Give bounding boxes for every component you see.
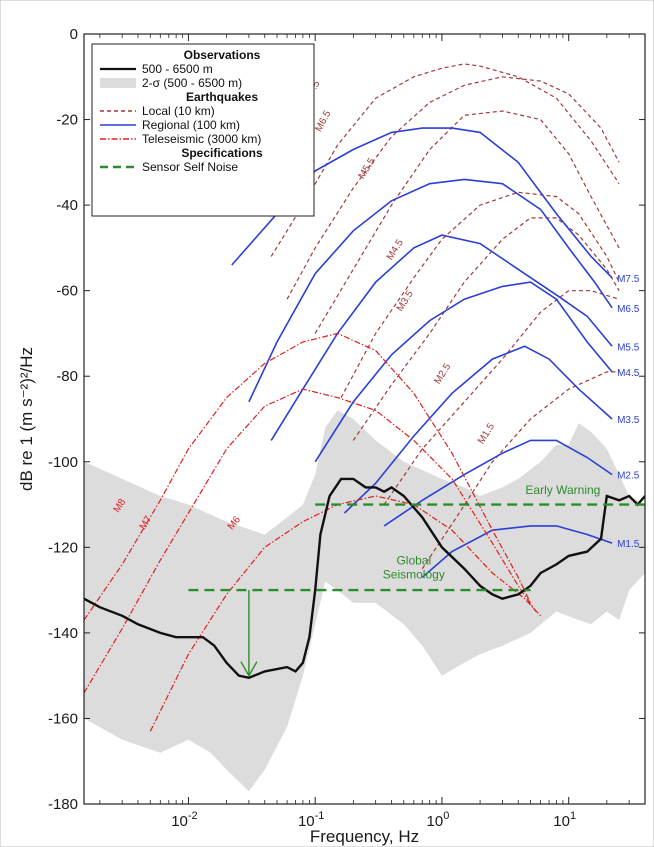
y-tick-label: -180: [48, 796, 78, 813]
y-tick-label: -120: [48, 539, 78, 556]
series-local-m3-5: [352, 217, 620, 441]
self-noise-label: Seismology: [383, 567, 445, 581]
plot-frame: [83, 33, 646, 805]
y-tick-label: -20: [56, 112, 78, 129]
y-tick-label: -140: [48, 625, 78, 642]
series-regional-m1-5: [421, 525, 613, 578]
legend-group-header: Observations: [184, 48, 261, 62]
sigma-band: [84, 410, 645, 792]
curve-end-label: M4.5: [617, 368, 640, 379]
series-teleseismic-m7: [84, 388, 537, 694]
legend-entry: Local (10 km): [142, 104, 215, 118]
y-tick-label: -160: [48, 710, 78, 727]
legend-entry: Sensor Self Noise: [142, 160, 238, 174]
series-local-m7-5: [270, 63, 620, 257]
series-teleseismic-m8: [84, 332, 532, 621]
curve-end-label: M6.5: [617, 304, 640, 315]
series-regional-m6-5: [248, 178, 613, 403]
series-local-m1-5: [421, 371, 620, 570]
series-regional-m2-5: [383, 439, 613, 527]
curve-end-label: M1.5: [617, 539, 640, 550]
arrow-head: [240, 661, 258, 678]
series-local-m2-5: [383, 290, 620, 505]
curve-end-label: M2.5: [617, 471, 640, 482]
legend-entry: Regional (100 km): [142, 118, 240, 132]
x-axis-title: Frequency, Hz: [310, 827, 419, 846]
legend-entry: 500 - 6500 m: [142, 62, 213, 76]
observation-curve: [84, 477, 645, 680]
legend-group-header: Earthquakes: [186, 90, 258, 104]
series-local-m4-5: [340, 191, 620, 398]
legend-swatch: [100, 78, 136, 88]
curve-end-label: M5.5: [617, 342, 640, 353]
series-regional-m5-5: [270, 234, 613, 441]
legend-entry: 2-σ (500 - 6500 m): [142, 76, 242, 90]
series-regional-m4-5: [314, 281, 613, 463]
legend-group-header: Specifications: [181, 146, 263, 160]
y-tick-label: -80: [56, 368, 78, 385]
series-regional-m3-5: [343, 345, 613, 514]
y-tick-label: 0: [70, 26, 78, 43]
y-tick-label: -100: [48, 454, 78, 471]
legend-box: [91, 43, 315, 217]
self-noise-label: Early Warning: [525, 483, 600, 497]
curve-end-label: M7.5: [617, 274, 640, 285]
y-axis-title: dB re 1 (m s⁻²)²/Hz: [17, 347, 36, 491]
y-tick-label: -60: [56, 283, 78, 300]
series-local-m6-5: [286, 76, 620, 300]
curve-end-label: M3.5: [617, 415, 640, 426]
series-teleseismic-m6: [149, 495, 542, 732]
legend-entry: Teleseismic (3000 km): [142, 132, 261, 146]
self-noise-label: Global: [396, 553, 431, 567]
y-tick-label: -40: [56, 197, 78, 214]
